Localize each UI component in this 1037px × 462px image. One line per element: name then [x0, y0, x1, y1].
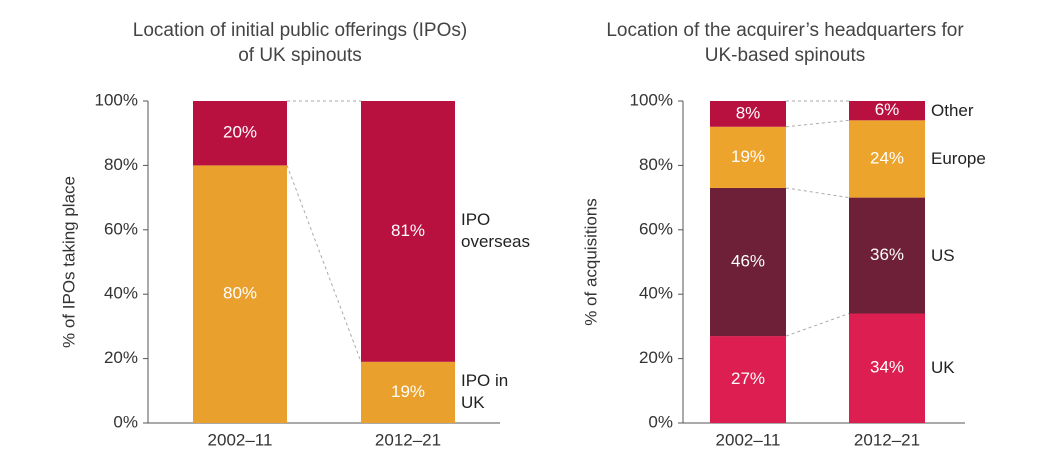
y-tick-label: 40% [104, 284, 138, 303]
y-tick-label: 60% [639, 219, 673, 238]
value-label: 34% [870, 358, 904, 377]
value-label: 80% [223, 284, 257, 303]
x-tick-label: 2002–11 [208, 430, 273, 449]
y-tick-label: 60% [104, 219, 138, 238]
legend-label: Europe [931, 148, 986, 168]
y-axis-label: % of acquisitions [581, 198, 600, 326]
value-label: 19% [731, 147, 765, 166]
bar-segment [193, 101, 287, 166]
y-tick-label: 40% [639, 284, 673, 303]
x-tick-label: 2002–11 [716, 430, 781, 449]
bar-segment [361, 101, 455, 362]
value-label: 36% [870, 245, 904, 264]
y-tick-label: 20% [639, 348, 673, 367]
bar-segment [849, 120, 925, 198]
bar-segment [849, 101, 925, 121]
value-label: 6% [875, 100, 900, 119]
value-label: 19% [391, 382, 425, 401]
connector [785, 187, 850, 199]
legend-label: IPO in UK [461, 371, 509, 413]
y-tick-label: 0% [648, 412, 673, 431]
value-label: 81% [391, 221, 425, 240]
y-tick-label: 0% [113, 412, 138, 431]
bar-segment [193, 165, 287, 423]
value-label: 8% [736, 103, 761, 122]
legend-label: UK [931, 358, 955, 378]
bar-segment [849, 197, 925, 314]
connector [785, 119, 850, 128]
value-label: 46% [731, 251, 765, 270]
bar-segment [710, 126, 786, 188]
bar-segment [710, 187, 786, 337]
chart-title: Location of the acquirer’s headquarters … [606, 20, 964, 66]
bar-segment [710, 336, 786, 423]
value-label: 24% [870, 148, 904, 167]
x-tick-label: 2012–21 [375, 430, 441, 449]
chart-title: Location of initial public offerings (IP… [132, 20, 468, 66]
legend-label: US [931, 245, 955, 265]
value-label: 27% [731, 369, 765, 388]
y-tick-label: 80% [639, 155, 673, 174]
bar-segment [849, 313, 925, 423]
connector [785, 313, 850, 337]
connector [286, 165, 362, 362]
y-tick-label: 100% [630, 90, 673, 109]
bar-segment [361, 361, 455, 423]
bar-segment [710, 101, 786, 127]
y-tick-label: 80% [104, 155, 138, 174]
legend-label: IPO overseas [461, 210, 530, 252]
y-tick-label: 20% [104, 348, 138, 367]
legend-label: Other [931, 100, 974, 120]
x-tick-label: 2012–21 [854, 430, 920, 449]
value-label: 20% [223, 123, 257, 142]
y-tick-label: 100% [95, 90, 138, 109]
y-axis-label: % of IPOs taking place [59, 176, 78, 348]
